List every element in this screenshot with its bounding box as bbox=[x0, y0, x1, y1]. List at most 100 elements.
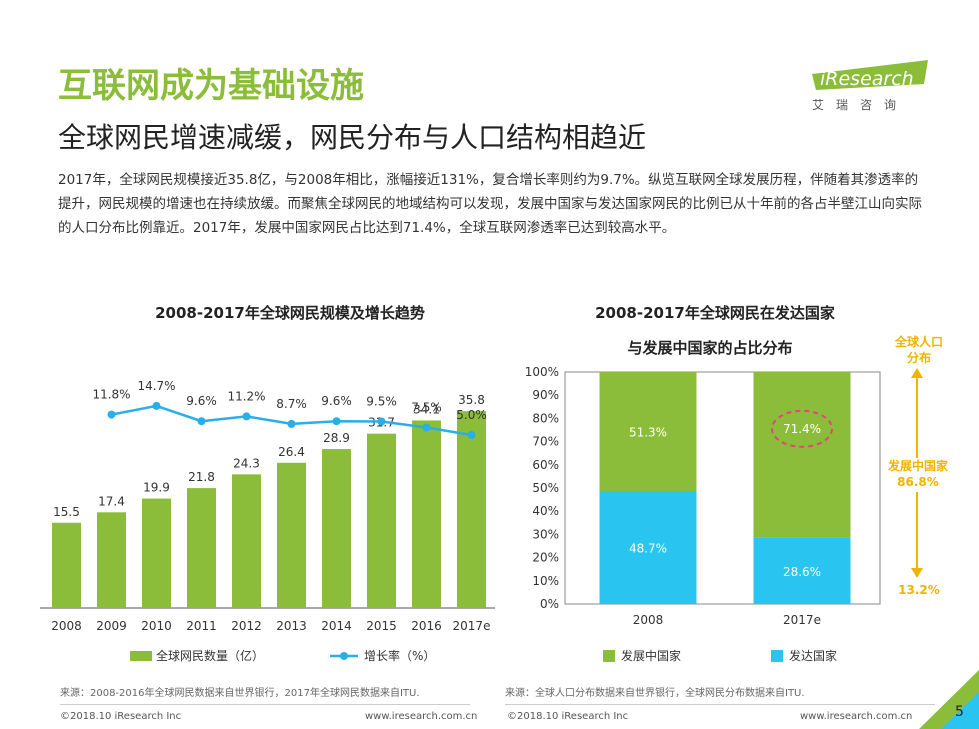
chart1-bar bbox=[232, 474, 261, 608]
chart2-x-tick: 2017e bbox=[783, 613, 821, 627]
footer-divider-left bbox=[60, 704, 470, 705]
chart1-bar bbox=[142, 498, 171, 608]
logo-subtitle: 艾瑞咨询 bbox=[812, 98, 909, 112]
chart2-y-tick: 30% bbox=[532, 527, 559, 541]
logo-swoosh bbox=[812, 60, 928, 90]
chart1-rate-point bbox=[152, 401, 161, 410]
source-left: 来源：2008-2016年全球网民数据来自世界银行，2017年全球网民数据来自I… bbox=[60, 688, 420, 699]
chart1-rate-label: 9.6% bbox=[186, 394, 217, 408]
chart1-x-tick: 2008 bbox=[51, 619, 82, 633]
chart1-x-tick: 2015 bbox=[366, 619, 397, 633]
side-developing: 发展中国家 86.8% bbox=[870, 458, 966, 490]
chart1-bar-label: 15.5 bbox=[53, 505, 80, 519]
chart2-highlight-circle bbox=[771, 409, 833, 448]
chart1-rate-point bbox=[287, 419, 296, 428]
chart2-y-tick: 50% bbox=[532, 481, 559, 495]
chart1-rate-label: 7.5% bbox=[411, 401, 442, 415]
chart1-x-tick: 2014 bbox=[321, 619, 352, 633]
side-title-line1: 全球人口 bbox=[894, 335, 943, 349]
chart1-bar-label: 28.9 bbox=[323, 431, 350, 445]
footer-url-right[interactable]: www.iresearch.com.cn bbox=[800, 711, 913, 722]
chart2-y-tick: 100% bbox=[525, 365, 559, 379]
chart1-x-tick: 2012 bbox=[231, 619, 262, 633]
chart1-rate-label: 5.0% bbox=[456, 408, 487, 422]
chart1-rate-point bbox=[377, 417, 386, 426]
chart2-label-developing: 51.3% bbox=[629, 426, 667, 440]
iresearch-logo: iResearch bbox=[812, 60, 928, 90]
chart1-rate-point bbox=[107, 410, 116, 419]
chart2-bar-developing bbox=[599, 372, 697, 492]
chart1-title: 2008-2017年全球网民规模及增长趋势 bbox=[155, 304, 425, 322]
footer-copyright-right: ©2018.10 iResearch Inc bbox=[507, 711, 629, 722]
chart2-bar-developing bbox=[753, 372, 851, 538]
chart1-legend-bar-label: 全球网民数量（亿） bbox=[156, 648, 264, 663]
chart1-bar bbox=[412, 420, 441, 608]
chart2-bar-developed bbox=[753, 537, 851, 604]
side-developing-label: 发展中国家 bbox=[887, 459, 948, 473]
chart1-legend-line-marker bbox=[340, 652, 348, 660]
arrow-down-icon bbox=[911, 568, 923, 578]
chart2-title-line2: 与发展中国家的占比分布 bbox=[627, 339, 793, 357]
footer-divider-right bbox=[505, 704, 935, 705]
chart1-growth: 2008 15.5 2009 17.4 2010 19.9 2011 21.8 2012 24.3… bbox=[40, 379, 495, 663]
chart1-rate-label: 9.6% bbox=[321, 394, 352, 408]
chart1-x-tick: 2011 bbox=[186, 619, 217, 633]
chart1-rate-label: 14.7% bbox=[137, 379, 175, 393]
chart2-distribution: 0% 10% 20% 30% 40% 50% 60% 70% 80% 90% 100% 48.7% 51… bbox=[525, 365, 881, 663]
chart2-legend-developed-label: 发达国家 bbox=[789, 648, 837, 663]
chart2-y-tick: 80% bbox=[532, 411, 559, 425]
side-arrow bbox=[911, 368, 923, 578]
chart1-bar bbox=[322, 449, 351, 608]
side-title-line2: 分布 bbox=[906, 351, 931, 365]
logo-text: iResearch bbox=[820, 68, 914, 90]
corner-decoration bbox=[919, 670, 979, 729]
chart1-rate-point bbox=[467, 431, 476, 439]
chart1-rate-point bbox=[242, 412, 251, 421]
chart2-plot-frame bbox=[564, 371, 881, 605]
chart1-bar-label: 35.8 bbox=[458, 393, 485, 407]
chart1-bar-label: 21.8 bbox=[188, 470, 215, 484]
side-developing-value: 86.8% bbox=[897, 475, 939, 489]
chart1-bar-label: 26.4 bbox=[278, 445, 305, 459]
side-developed-value: 13.2% bbox=[898, 583, 940, 597]
page-title: 互联网成为基础设施 bbox=[58, 66, 364, 106]
chart2-y-tick: 60% bbox=[532, 458, 559, 472]
chart2-legend-developing-label: 发展中国家 bbox=[621, 648, 681, 663]
chart1-x-tick: 2016 bbox=[411, 619, 442, 633]
chart2-y-tick: 0% bbox=[540, 597, 559, 611]
corner-blue-triangle bbox=[941, 692, 979, 729]
chart1-x-tick: 2017e bbox=[453, 619, 491, 633]
chart1-bar bbox=[277, 462, 306, 608]
chart1-rate-label: 11.8% bbox=[92, 388, 130, 402]
chart1-bar bbox=[52, 522, 81, 608]
chart2-label-developed: 28.6% bbox=[783, 565, 821, 579]
footer-url-left[interactable]: www.iresearch.com.cn bbox=[365, 711, 478, 722]
chart2-legend-developed-swatch bbox=[771, 650, 783, 662]
chart1-x-tick: 2013 bbox=[276, 619, 307, 633]
arrow-up-icon bbox=[911, 368, 923, 378]
side-title: 全球人口 分布 bbox=[880, 334, 958, 366]
body-paragraph: 2017年，全球网民规模接近35.8亿，与2008年相比，涨幅接近131%，复合… bbox=[58, 172, 922, 236]
chart2-x-tick: 2008 bbox=[633, 613, 664, 627]
chart2-bar-developed bbox=[599, 491, 697, 604]
chart1-rate-label: 8.7% bbox=[276, 397, 307, 411]
chart2-y-tick: 70% bbox=[532, 435, 559, 449]
chart1-rate-point bbox=[422, 423, 431, 432]
chart2-y-tick: 20% bbox=[532, 551, 559, 565]
chart2-y-tick: 10% bbox=[532, 574, 559, 588]
source-right: 来源：全球人口分布数据来自世界银行，全球网民分布数据来自ITU. bbox=[505, 688, 805, 699]
chart1-bar bbox=[187, 488, 216, 608]
chart1-legend-line-label: 增长率（%） bbox=[364, 648, 435, 663]
chart2-y-tick: 90% bbox=[532, 388, 559, 402]
chart2-y-tick: 40% bbox=[532, 504, 559, 518]
chart1-bar-label: 34.1 bbox=[413, 402, 440, 416]
chart1-legend-bar-swatch bbox=[130, 651, 152, 661]
chart1-bar bbox=[457, 411, 486, 608]
chart2-legend-developing-swatch bbox=[603, 650, 615, 662]
chart1-rate-label: 9.5% bbox=[366, 395, 397, 409]
chart2-label-developed: 48.7% bbox=[629, 542, 667, 556]
footer-copyright-left: ©2018.10 iResearch Inc bbox=[60, 711, 182, 722]
chart1-rate-point bbox=[332, 417, 341, 426]
chart1-rate-point bbox=[197, 417, 206, 426]
chart1-bar-label: 17.4 bbox=[98, 494, 125, 508]
